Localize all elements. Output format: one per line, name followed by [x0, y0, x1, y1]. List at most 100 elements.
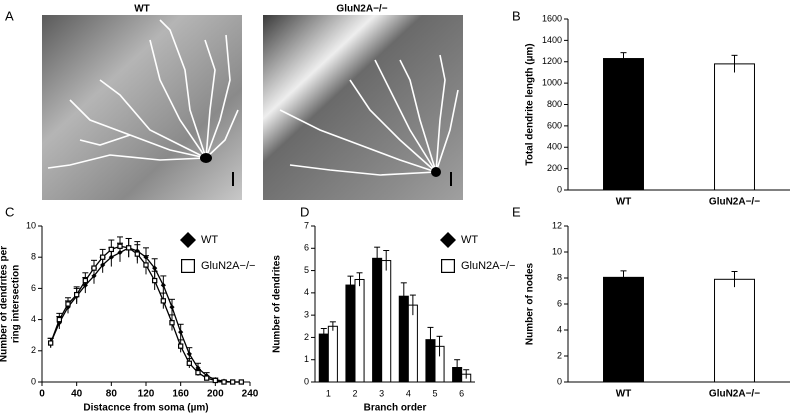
x-tick-label: 80 — [106, 389, 118, 400]
bar — [603, 58, 644, 191]
y-tick-label: 2 — [304, 332, 309, 342]
marker — [56, 316, 63, 323]
y-tick-label: 400 — [547, 142, 562, 152]
y-tick-label: 4 — [557, 324, 562, 334]
micrograph — [42, 15, 463, 200]
marker — [91, 265, 97, 271]
y-tick-label: 0 — [31, 376, 36, 386]
x-tick-label: 3 — [379, 388, 384, 398]
y-tick-label: 12 — [552, 220, 562, 230]
bar — [381, 260, 392, 383]
bar — [603, 276, 644, 383]
legend-marker — [441, 259, 456, 274]
x-axis-label: Branch order — [364, 403, 427, 414]
x-tick-label: GluN2A−/− — [709, 389, 760, 400]
bar — [714, 278, 755, 383]
x-tick-label: WT — [616, 197, 632, 208]
bar — [327, 325, 338, 383]
marker — [186, 360, 193, 366]
marker — [143, 262, 149, 268]
panel-label: C — [5, 204, 14, 219]
marker — [160, 298, 167, 304]
marker — [117, 243, 123, 249]
y-tick-label: 1600 — [542, 13, 562, 23]
y-tick-label: 6 — [304, 243, 309, 253]
x-tick-label: 1 — [326, 388, 331, 398]
marker — [152, 265, 158, 271]
image-title: WT — [134, 4, 150, 15]
bar — [345, 284, 356, 383]
x-tick-label: 160 — [172, 389, 189, 400]
legend-marker — [180, 232, 196, 248]
y-axis-label: Number of dendrites — [272, 255, 283, 353]
legend-label: GluN2A−/− — [201, 260, 255, 272]
y-tick-label: 2 — [557, 350, 562, 360]
y-tick-label: 7 — [304, 220, 309, 230]
y-tick-label: 10 — [552, 246, 562, 256]
x-tick-label: GluN2A−/− — [709, 197, 760, 208]
y-tick-label: 3 — [304, 310, 309, 320]
y-tick-label: 0 — [557, 376, 562, 386]
y-tick-label: 0 — [557, 184, 562, 194]
y-tick-label: 1 — [304, 354, 309, 364]
marker — [65, 301, 71, 307]
marker — [108, 246, 115, 253]
marker — [169, 304, 175, 310]
x-tick-label: 200 — [207, 389, 224, 400]
marker — [178, 329, 184, 335]
x-tick-label: 240 — [242, 389, 259, 400]
marker — [195, 365, 201, 371]
bar — [372, 257, 383, 383]
y-tick-label: 0 — [304, 376, 309, 386]
legend-label: GluN2A−/− — [461, 260, 515, 272]
panel-label: A — [5, 8, 14, 23]
panel-label: E — [512, 204, 521, 219]
x-tick-label: 4 — [406, 388, 411, 398]
marker — [169, 320, 175, 326]
marker — [151, 277, 158, 284]
y-axis-label: Number of nodes — [525, 262, 536, 345]
y-tick-label: 8 — [31, 252, 36, 262]
y-tick-label: 4 — [31, 314, 36, 324]
y-tick-label: 5 — [304, 265, 309, 275]
marker — [125, 245, 132, 251]
legend-marker — [181, 259, 196, 274]
marker — [238, 379, 245, 385]
y-tick-label: 8 — [557, 272, 562, 282]
y-tick-label: 1400 — [542, 35, 562, 45]
panel-label: D — [300, 204, 309, 219]
legend-label: WT — [201, 234, 218, 246]
y-axis-label: Total dendrite length (µm) — [525, 43, 536, 165]
y-tick-label: 1200 — [542, 56, 562, 66]
marker — [134, 251, 141, 257]
x-tick-label: 0 — [39, 389, 45, 400]
x-tick-label: 5 — [432, 388, 437, 398]
x-tick-label: 2 — [352, 388, 357, 398]
y-tick-label: 10 — [26, 220, 36, 230]
y-axis-label: ring intersection — [11, 265, 22, 343]
bar — [318, 333, 329, 383]
marker — [73, 291, 80, 298]
marker — [229, 379, 236, 385]
bar — [407, 304, 418, 383]
marker — [186, 351, 192, 357]
x-tick-label: 120 — [138, 389, 155, 400]
y-tick-label: 4 — [304, 287, 309, 297]
x-tick-label: WT — [616, 389, 632, 400]
y-tick-label: 200 — [547, 163, 562, 173]
image-title: GluN2A−/− — [336, 4, 387, 15]
marker — [221, 379, 227, 385]
marker — [212, 377, 219, 384]
legend-label: WT — [461, 234, 478, 246]
y-tick-label: 2 — [31, 345, 36, 355]
bar — [354, 278, 365, 383]
y-tick-label: 6 — [31, 283, 36, 293]
marker — [82, 277, 89, 284]
legend-marker — [440, 232, 456, 248]
x-axis-label: Distacnce from soma (µm) — [83, 403, 208, 414]
y-tick-label: 6 — [557, 298, 562, 308]
marker — [203, 375, 210, 381]
marker — [177, 343, 184, 349]
marker — [160, 282, 166, 288]
